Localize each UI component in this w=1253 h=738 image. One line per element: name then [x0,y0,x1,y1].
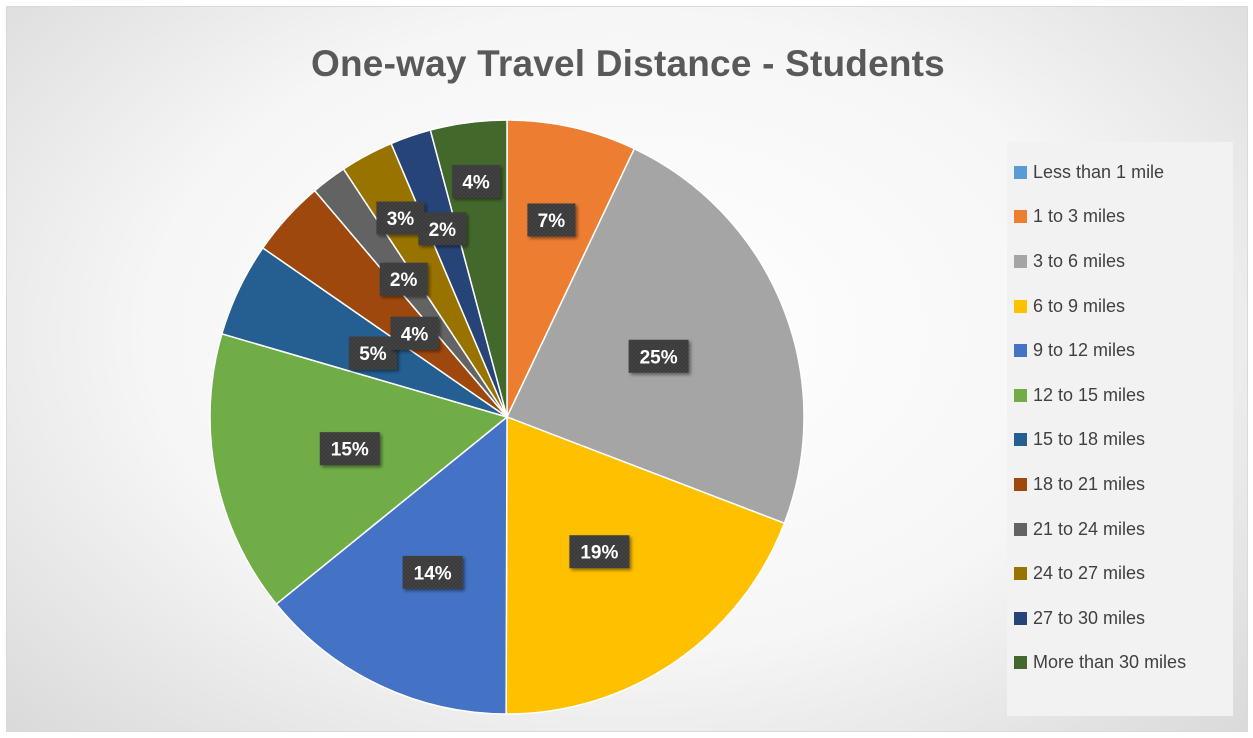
legend-item-15-to-18-miles: 15 to 18 miles [1007,418,1233,463]
legend-item-12-to-15-miles: 12 to 15 miles [1007,373,1233,418]
legend-item-21-to-24-miles: 21 to 24 miles [1007,507,1233,552]
legend-label: 6 to 9 miles [1033,295,1126,316]
legend-item-3-to-6-miles: 3 to 6 miles [1007,239,1233,284]
data-label-more-than-30-miles: 4% [452,164,501,198]
legend-item-less-than-1-mile: Less than 1 mile [1007,150,1233,195]
legend-label: 15 to 18 miles [1033,429,1146,450]
data-label-box [402,555,463,589]
legend-label: 21 to 24 miles [1033,518,1146,539]
legend-label: Less than 1 mile [1033,161,1165,182]
legend-swatch [1014,210,1027,224]
legend-label: 1 to 3 miles [1033,206,1126,227]
pie-slice-3-to-6-miles [505,147,805,525]
data-label-text: 2% [429,220,457,241]
legend-label: 3 to 6 miles [1033,250,1126,271]
legend-swatch [1014,165,1027,179]
pie-slice-9-to-12-miles [275,415,508,715]
legend-swatch [1014,254,1027,268]
legend-swatch [1014,522,1027,536]
data-label-box [390,316,439,350]
data-labels: 7% 25% 19% 14% 15% 5% 4% 2% 3% 2% 4% [319,164,689,589]
data-label-text: 2% [390,270,418,291]
data-label-box [319,432,380,466]
data-label-text: 5% [359,344,387,365]
chart-area: One-way Travel Distance - Students 7% 25%… [6,6,1248,732]
data-label-6-to-9-miles: 19% [569,535,630,569]
data-label-box [418,212,467,246]
legend-item-18-to-21-miles: 18 to 21 miles [1007,462,1233,507]
legend-swatch [1014,299,1027,313]
legend-label: 18 to 21 miles [1033,473,1146,494]
data-label-box [452,164,501,198]
data-label-text: 4% [462,172,490,193]
data-label-box [348,336,397,370]
data-label-box [569,535,630,569]
data-label-text: 7% [538,211,566,232]
data-label-9-to-12-miles: 14% [402,555,463,589]
chart-title: One-way Travel Distance - Students [311,43,945,84]
data-label-24-to-27-miles: 3% [376,201,425,235]
pie-slice-6-to-9-miles [505,415,786,715]
legend-label: 9 to 12 miles [1033,340,1136,361]
pie-slice-1-to-3-miles [506,119,636,418]
legend-item-27-to-30-miles: 27 to 30 miles [1007,596,1233,641]
legend-swatch [1014,656,1027,670]
pie-slice-12-to-15-miles [209,332,509,606]
legend-swatch [1014,388,1027,402]
data-label-box [379,262,428,296]
data-label-text: 25% [640,347,678,368]
legend-swatch [1014,344,1027,358]
legend-label: 24 to 27 miles [1033,563,1146,584]
legend-item-1-to-3-miles: 1 to 3 miles [1007,195,1233,240]
legend-label: More than 30 miles [1033,652,1187,673]
pie-slices [209,119,805,715]
legend-item-24-to-27-miles: 24 to 27 miles [1007,551,1233,596]
data-label-text: 14% [414,563,452,584]
data-label-12-to-15-miles: 15% [319,432,380,466]
data-label-text: 4% [401,324,429,345]
data-label-text: 19% [580,543,618,564]
data-label-21-to-24-miles: 2% [379,262,428,296]
pie-chart: 7% 25% 19% 14% 15% 5% 4% 2% 3% 2% 4% [209,119,805,715]
legend-item-9-to-12-miles: 9 to 12 miles [1007,328,1233,373]
legend-swatch [1014,477,1027,491]
data-label-text: 3% [387,209,415,230]
data-label-3-to-6-miles: 25% [628,339,689,373]
data-label-box [527,203,576,237]
data-label-box [628,339,689,373]
legend-item-more-than-30-miles: More than 30 miles [1007,641,1233,686]
data-label-1-to-3-miles: 7% [527,203,576,237]
data-label-27-to-30-miles: 2% [418,212,467,246]
legend-item-6-to-9-miles: 6 to 9 miles [1007,284,1233,329]
legend-swatch [1014,611,1027,625]
data-label-15-to-18-miles: 5% [348,336,397,370]
legend-swatch [1014,433,1027,447]
legend-label: 27 to 30 miles [1033,607,1146,628]
legend: Less than 1 mile 1 to 3 miles 3 to 6 miles… [1007,142,1233,716]
data-label-18-to-21-miles: 4% [390,316,439,350]
legend-swatch [1014,567,1027,581]
legend-label: 12 to 15 miles [1033,384,1146,405]
data-label-box [376,201,425,235]
data-label-text: 15% [331,440,369,461]
